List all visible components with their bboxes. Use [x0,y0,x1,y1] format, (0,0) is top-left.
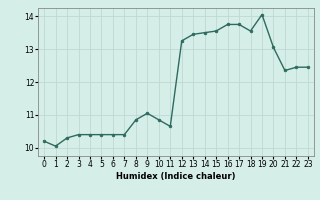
X-axis label: Humidex (Indice chaleur): Humidex (Indice chaleur) [116,172,236,181]
